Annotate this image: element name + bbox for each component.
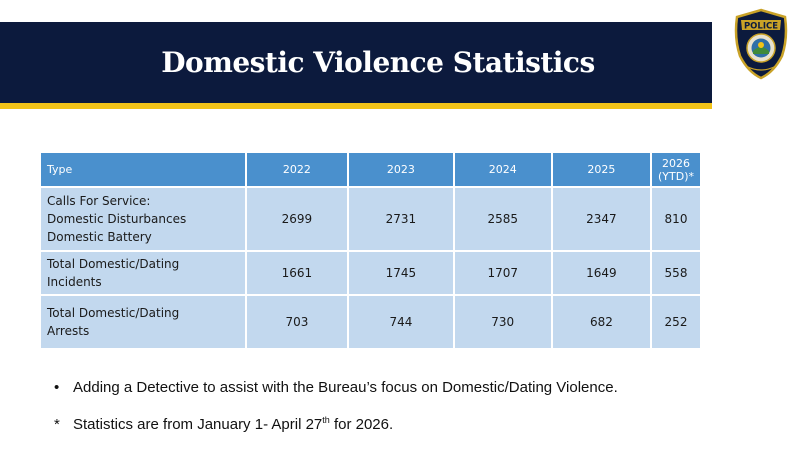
table-cell: 730 xyxy=(452,294,553,350)
table-cell: 2699 xyxy=(244,186,350,252)
row-label-incidents: Total Domestic/Dating Incidents xyxy=(39,250,247,296)
table-cell: 1661 xyxy=(244,250,350,296)
table-cell: 1707 xyxy=(452,250,553,296)
footnote-text: Statistics are from January 1- April 27t… xyxy=(73,415,394,434)
svg-text:POLICE: POLICE xyxy=(744,22,778,32)
table-cell: 1745 xyxy=(347,250,455,296)
column-header-2023: 2023 xyxy=(347,151,455,188)
column-header-type: Type xyxy=(39,151,247,188)
row-label-arrests: Total Domestic/Dating Arrests xyxy=(39,294,247,350)
column-header-2022: 2022 xyxy=(244,151,350,188)
table-cell: 2347 xyxy=(550,186,653,252)
table-cell: 810 xyxy=(650,186,702,252)
table-cell: 2731 xyxy=(347,186,455,252)
column-header-2024: 2024 xyxy=(452,151,553,188)
notes-section: • Adding a Detective to assist with the … xyxy=(54,379,774,438)
bullet-marker: • xyxy=(54,379,60,396)
table-cell: 558 xyxy=(650,250,702,296)
column-header-2026-ytd: 2026 (YTD)* xyxy=(650,151,702,188)
police-badge-logo: POLICE xyxy=(734,8,788,80)
table-row: Total Domestic/Dating Incidents 1661 174… xyxy=(39,250,702,296)
table-cell: 1649 xyxy=(550,250,653,296)
footnote: * Statistics are from January 1- April 2… xyxy=(54,416,774,438)
footnote-marker: * xyxy=(54,416,60,433)
title-banner xyxy=(0,22,712,103)
row-label-calls-for-service: Calls For Service: Domestic Disturbances… xyxy=(39,186,247,252)
column-header-2025: 2025 xyxy=(550,151,653,188)
table-header-row: Type 2022 2023 2024 2025 2026 (YTD)* xyxy=(39,151,702,188)
title-banner-accent xyxy=(0,103,712,109)
slide-title: Domestic Violence Statistics xyxy=(161,46,595,79)
table-row: Total Domestic/Dating Arrests 703 744 73… xyxy=(39,294,702,350)
statistics-table: Type 2022 2023 2024 2025 2026 (YTD)* Cal… xyxy=(39,151,702,350)
table-cell: 744 xyxy=(347,294,455,350)
table-cell: 2585 xyxy=(452,186,553,252)
table-cell: 252 xyxy=(650,294,702,350)
table-row: Calls For Service: Domestic Disturbances… xyxy=(39,186,702,252)
bullet-note: • Adding a Detective to assist with the … xyxy=(54,379,774,401)
table-cell: 682 xyxy=(550,294,653,350)
table-cell: 703 xyxy=(244,294,350,350)
bullet-text: Adding a Detective to assist with the Bu… xyxy=(73,379,618,396)
